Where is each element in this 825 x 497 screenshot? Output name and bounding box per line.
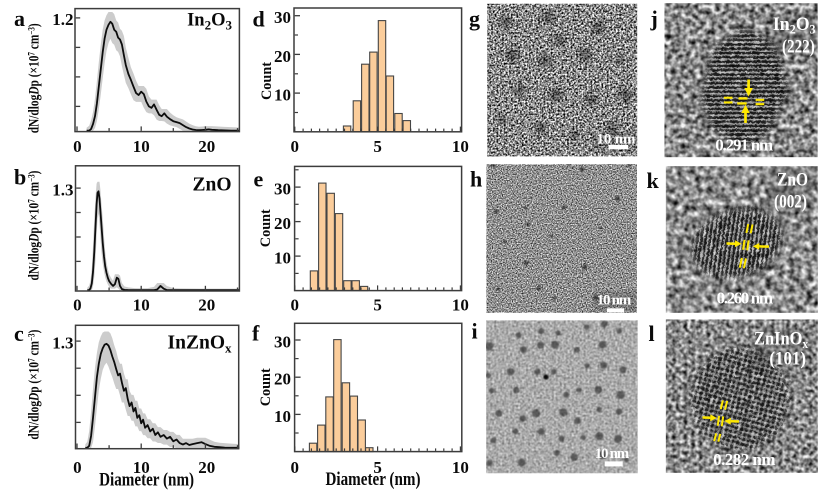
- svg-text:10 nm: 10 nm: [597, 132, 637, 148]
- svg-text:5: 5: [373, 137, 382, 156]
- svg-text:In2O3: In2O3: [187, 11, 232, 33]
- svg-text:d: d: [253, 7, 265, 32]
- svg-text:Diameter (nm): Diameter (nm): [326, 470, 421, 490]
- svg-text:c: c: [14, 321, 24, 346]
- svg-text:Count: Count: [259, 62, 275, 100]
- svg-text:(002): (002): [774, 192, 807, 213]
- svg-text:10: 10: [133, 295, 150, 314]
- svg-text:30: 30: [274, 8, 291, 27]
- svg-text:10: 10: [274, 249, 291, 268]
- svg-text:30: 30: [274, 180, 291, 199]
- svg-text:10: 10: [133, 137, 150, 156]
- svg-text:j: j: [650, 6, 658, 31]
- svg-text:5: 5: [373, 458, 382, 477]
- svg-text:10 nm: 10 nm: [595, 446, 630, 462]
- svg-text:0.260 nm: 0.260 nm: [717, 288, 773, 307]
- svg-text:1.2: 1.2: [52, 10, 73, 29]
- svg-text:g: g: [469, 6, 480, 31]
- svg-text:20: 20: [198, 137, 215, 156]
- svg-text:0: 0: [73, 458, 82, 477]
- svg-text:20: 20: [274, 370, 291, 389]
- svg-text:10: 10: [452, 458, 469, 477]
- svg-text:ZnO: ZnO: [777, 170, 808, 191]
- svg-text:0: 0: [73, 295, 82, 314]
- svg-text:5: 5: [373, 295, 382, 314]
- svg-text:dN/dlogDp (×107 cm−3): dN/dlogDp (×107 cm−3): [27, 329, 43, 439]
- svg-text:0.291 nm: 0.291 nm: [715, 135, 773, 154]
- svg-text:dN/dlogDp (×107 cm−3): dN/dlogDp (×107 cm−3): [27, 23, 43, 133]
- svg-text:a: a: [14, 6, 25, 31]
- svg-text:l: l: [649, 321, 655, 346]
- svg-text:10: 10: [274, 86, 291, 105]
- svg-text:dN/dlogDp (×107 cm−3): dN/dlogDp (×107 cm−3): [27, 170, 43, 280]
- svg-text:30: 30: [274, 333, 291, 352]
- svg-text:b: b: [14, 165, 26, 190]
- svg-text:(222): (222): [782, 37, 815, 58]
- svg-text:20: 20: [274, 47, 291, 66]
- svg-text:i: i: [472, 318, 478, 343]
- svg-text:20: 20: [198, 458, 215, 477]
- svg-text:ZnInOx: ZnInOx: [754, 330, 809, 352]
- svg-text:0: 0: [291, 458, 300, 477]
- svg-text:10 nm: 10 nm: [597, 292, 632, 308]
- svg-text:10: 10: [133, 458, 150, 477]
- svg-text:e: e: [254, 166, 264, 191]
- svg-text:In2O3: In2O3: [773, 15, 816, 37]
- svg-text:Count: Count: [258, 209, 274, 247]
- svg-text:InZnOx: InZnOx: [168, 333, 232, 356]
- svg-text:10: 10: [274, 407, 291, 426]
- svg-text:h: h: [470, 167, 482, 192]
- svg-text:(101): (101): [769, 349, 806, 370]
- svg-text:f: f: [252, 321, 260, 346]
- svg-text:Diameter (nm): Diameter (nm): [99, 470, 194, 490]
- svg-text:10: 10: [452, 295, 469, 314]
- svg-text:20: 20: [274, 214, 291, 233]
- svg-text:0: 0: [291, 295, 300, 314]
- svg-text:k: k: [647, 168, 660, 193]
- svg-text:Count: Count: [258, 368, 274, 406]
- svg-text:1.3: 1.3: [52, 181, 73, 200]
- svg-text:1.3: 1.3: [52, 334, 73, 353]
- svg-text:0: 0: [291, 137, 300, 156]
- svg-text:0: 0: [73, 137, 82, 156]
- svg-text:ZnO: ZnO: [192, 175, 231, 196]
- svg-text:20: 20: [198, 295, 215, 314]
- svg-text:0.282 nm: 0.282 nm: [713, 450, 775, 469]
- svg-text:10: 10: [452, 137, 469, 156]
